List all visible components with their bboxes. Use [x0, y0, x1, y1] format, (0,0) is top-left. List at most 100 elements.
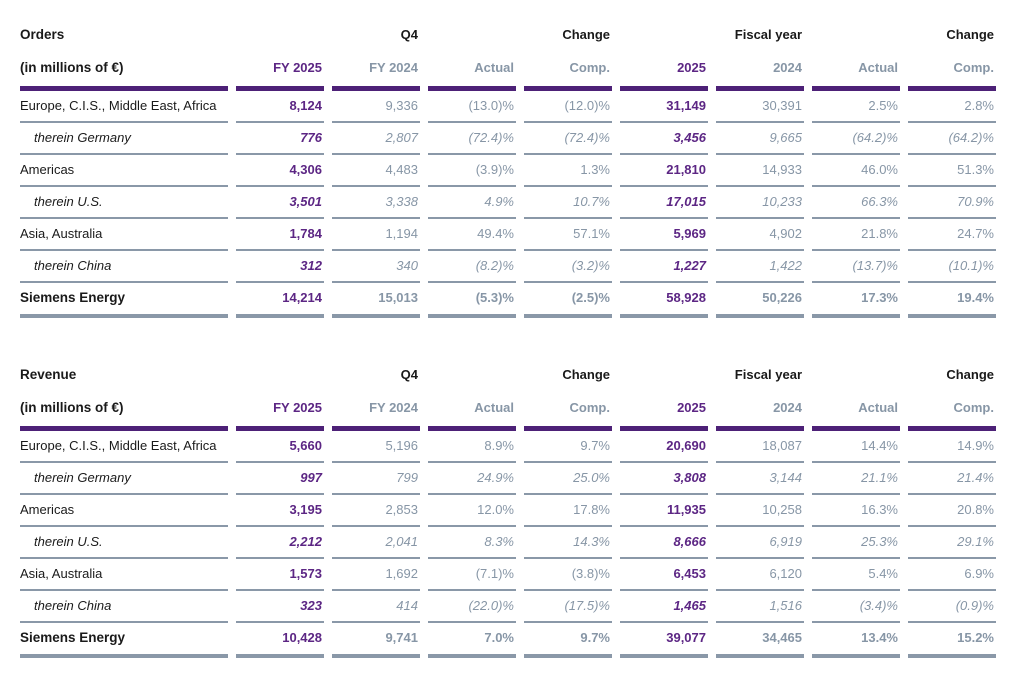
- revenue-table: Revenue Q4 Change Fiscal year Change (in mill…: [12, 366, 1004, 658]
- cell-value: 4,306: [236, 155, 324, 187]
- cell-value: 25.3%: [812, 527, 900, 559]
- cell-value: 18,087: [716, 431, 804, 463]
- cell-value: 7.0%: [428, 623, 516, 658]
- column-header: Actual: [428, 59, 516, 91]
- column-header-row: (in millions of €) FY 2025 FY 2024 Actual Co…: [20, 59, 996, 91]
- cell-value: 9,741: [332, 623, 420, 658]
- table-row: Asia, Australia 1,784 1,194 49.4% 57.1% 5,969…: [20, 219, 996, 251]
- cell-value: 20.8%: [908, 495, 996, 527]
- cell-value: 3,338: [332, 187, 420, 219]
- unit-label: (in millions of €): [20, 59, 228, 91]
- cell-value: 776: [236, 123, 324, 155]
- row-label: Americas: [20, 155, 228, 187]
- cell-value: 21.8%: [812, 219, 900, 251]
- cell-value: 414: [332, 591, 420, 623]
- column-header: Comp.: [524, 399, 612, 431]
- cell-value: 5,196: [332, 431, 420, 463]
- cell-value: 1,227: [620, 251, 708, 283]
- cell-value: 2.5%: [812, 91, 900, 123]
- cell-value: 13.4%: [812, 623, 900, 658]
- table-row: therein U.S. 3,501 3,338 4.9% 10.7% 17,015 10,…: [20, 187, 996, 219]
- cell-value: 14,933: [716, 155, 804, 187]
- cell-value: 14.4%: [812, 431, 900, 463]
- column-header: Comp.: [524, 59, 612, 91]
- table-title: Orders: [20, 27, 65, 42]
- cell-value: 1,516: [716, 591, 804, 623]
- report-page: Orders Q4 Change Fiscal year Change (in milli…: [12, 26, 1004, 658]
- row-label: therein U.S.: [20, 187, 228, 219]
- group-header: Fiscal year: [734, 367, 802, 382]
- cell-value: 21,810: [620, 155, 708, 187]
- cell-value: (2.5)%: [524, 283, 612, 318]
- group-header: Fiscal year: [734, 27, 802, 42]
- cell-value: (3.9)%: [428, 155, 516, 187]
- cell-value: 1.3%: [524, 155, 612, 187]
- cell-value: (64.2)%: [908, 123, 996, 155]
- cell-value: 8,666: [620, 527, 708, 559]
- cell-value: 2,041: [332, 527, 420, 559]
- cell-value: 20,690: [620, 431, 708, 463]
- cell-value: 10,428: [236, 623, 324, 658]
- column-header: FY 2024: [332, 59, 420, 91]
- cell-value: 49.4%: [428, 219, 516, 251]
- cell-value: 17.3%: [812, 283, 900, 318]
- cell-value: 9,336: [332, 91, 420, 123]
- orders-table: Orders Q4 Change Fiscal year Change (in milli…: [12, 26, 1004, 318]
- cell-value: 12.0%: [428, 495, 516, 527]
- cell-value: 15,013: [332, 283, 420, 318]
- cell-value: 14.9%: [908, 431, 996, 463]
- cell-value: 4,902: [716, 219, 804, 251]
- cell-value: 34,465: [716, 623, 804, 658]
- table-row: therein Germany 997 799 24.9% 25.0% 3,808 3,14…: [20, 463, 996, 495]
- cell-value: 4,483: [332, 155, 420, 187]
- column-header: 2024: [716, 399, 804, 431]
- cell-value: 8.9%: [428, 431, 516, 463]
- cell-value: 6.9%: [908, 559, 996, 591]
- cell-value: 19.4%: [908, 283, 996, 318]
- cell-value: 997: [236, 463, 324, 495]
- group-header: Change: [946, 27, 994, 42]
- cell-value: 24.7%: [908, 219, 996, 251]
- row-label: therein China: [20, 251, 228, 283]
- cell-value: 2,212: [236, 527, 324, 559]
- column-header: 2024: [716, 59, 804, 91]
- cell-value: 323: [236, 591, 324, 623]
- cell-value: 10.7%: [524, 187, 612, 219]
- column-header-row: (in millions of €) FY 2025 FY 2024 Actual Co…: [20, 399, 996, 431]
- row-label: Siemens Energy: [20, 623, 228, 658]
- cell-value: 10,258: [716, 495, 804, 527]
- table-row: Americas 4,306 4,483 (3.9)% 1.3% 21,810 14,933…: [20, 155, 996, 187]
- cell-value: 6,919: [716, 527, 804, 559]
- cell-value: 17.8%: [524, 495, 612, 527]
- row-label: therein China: [20, 591, 228, 623]
- group-header-spacer: [236, 26, 324, 59]
- column-header: 2025: [620, 399, 708, 431]
- cell-value: 16.3%: [812, 495, 900, 527]
- cell-value: 1,422: [716, 251, 804, 283]
- cell-value: 312: [236, 251, 324, 283]
- cell-value: (17.5)%: [524, 591, 612, 623]
- group-header-spacer: [812, 26, 900, 59]
- cell-value: 1,194: [332, 219, 420, 251]
- table-row: therein China 323 414 (22.0)% (17.5)% 1,465 1,…: [20, 591, 996, 623]
- cell-value: 24.9%: [428, 463, 516, 495]
- cell-value: 21.4%: [908, 463, 996, 495]
- group-header-spacer: [428, 366, 516, 399]
- cell-value: 799: [332, 463, 420, 495]
- cell-value: 3,501: [236, 187, 324, 219]
- cell-value: 8,124: [236, 91, 324, 123]
- cell-value: (13.7)%: [812, 251, 900, 283]
- cell-value: (10.1)%: [908, 251, 996, 283]
- cell-value: (22.0)%: [428, 591, 516, 623]
- cell-value: 51.3%: [908, 155, 996, 187]
- cell-value: 14,214: [236, 283, 324, 318]
- group-header: Change: [946, 367, 994, 382]
- cell-value: 21.1%: [812, 463, 900, 495]
- cell-value: 11,935: [620, 495, 708, 527]
- cell-value: 39,077: [620, 623, 708, 658]
- row-label: Siemens Energy: [20, 283, 228, 318]
- cell-value: 6,453: [620, 559, 708, 591]
- cell-value: (3.4)%: [812, 591, 900, 623]
- cell-value: 9,665: [716, 123, 804, 155]
- column-header: Actual: [428, 399, 516, 431]
